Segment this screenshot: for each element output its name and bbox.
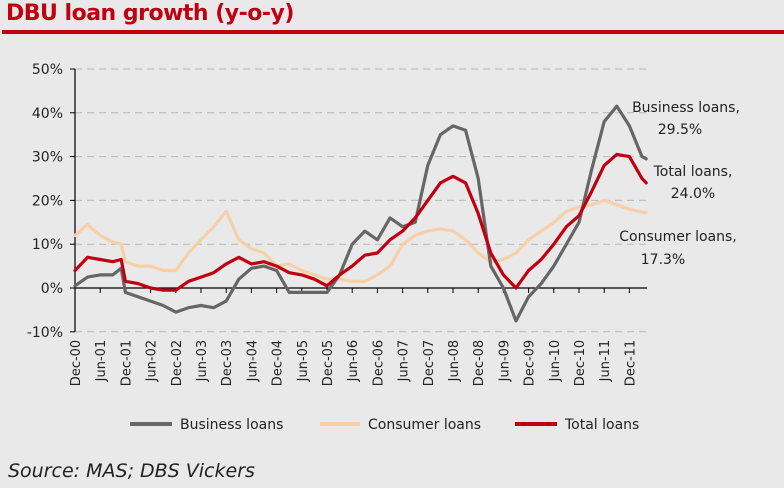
x-tick-label: Dec-05 [321, 340, 336, 386]
annotation-value: 17.3% [641, 252, 685, 268]
x-tick-label: Dec-00 [69, 340, 84, 386]
y-tick-label: 30% [32, 150, 63, 166]
y-tick-label: 20% [32, 193, 63, 209]
x-tick-label: Dec-08 [472, 340, 487, 386]
legend-label: Consumer loans [368, 417, 481, 433]
series-line-business-loans [73, 104, 648, 323]
y-tick-label: 0% [41, 281, 63, 297]
source-note: Source: MAS; DBS Vickers [8, 460, 255, 482]
x-tick-label: Jun-05 [296, 340, 311, 383]
x-tick-label: Jun-08 [447, 340, 462, 383]
x-tick-label: Jun-04 [245, 340, 260, 383]
x-tick-label: Dec-04 [271, 340, 286, 386]
annotation-label: Total loans, [653, 164, 733, 180]
x-tick-label: Dec-06 [371, 340, 386, 386]
x-tick-label: Dec-09 [523, 340, 538, 386]
annotation-label: Business loans, [632, 100, 740, 116]
series-line-total-loans [73, 152, 648, 292]
x-tick-label: Jun-11 [598, 340, 613, 383]
x-tick-label: Dec-11 [623, 340, 638, 386]
x-tick-label: Jun-02 [145, 340, 160, 383]
x-tick-label: Jun-10 [548, 340, 563, 383]
series-line-consumer-loans [73, 198, 648, 283]
x-tick-label: Jun-07 [397, 340, 412, 383]
line-chart: 50% 40% 30% 20% 10% 0% -10% Dec-00 Jun-01 Dec-01 J… [27, 62, 740, 433]
y-tick-label: 40% [32, 106, 63, 122]
x-tick-label: Dec-07 [422, 340, 437, 386]
x-tick-label: Dec-01 [119, 340, 134, 386]
x-tick-label: Jun-06 [346, 340, 361, 383]
y-tick-label: -10% [27, 325, 63, 341]
annotation-value: 29.5% [658, 122, 702, 138]
x-tick-label: Dec-03 [220, 340, 235, 386]
legend-label: Total loans [564, 417, 639, 433]
annotation-label: Consumer loans, [619, 229, 737, 245]
chart-title: DBU loan growth (y-o-y) [6, 1, 294, 26]
title-underline [2, 30, 784, 34]
x-tick-label: Jun-01 [94, 340, 109, 383]
x-tick-label: Jun-09 [497, 340, 512, 383]
y-tick-label: 10% [32, 237, 63, 253]
annotation-value: 24.0% [671, 186, 715, 202]
x-tick-label: Jun-03 [195, 340, 210, 383]
x-tick-label: Dec-02 [170, 340, 185, 386]
x-tick-label: Dec-10 [573, 340, 588, 386]
legend-label: Business loans [180, 417, 283, 433]
y-tick-label: 50% [32, 62, 63, 78]
